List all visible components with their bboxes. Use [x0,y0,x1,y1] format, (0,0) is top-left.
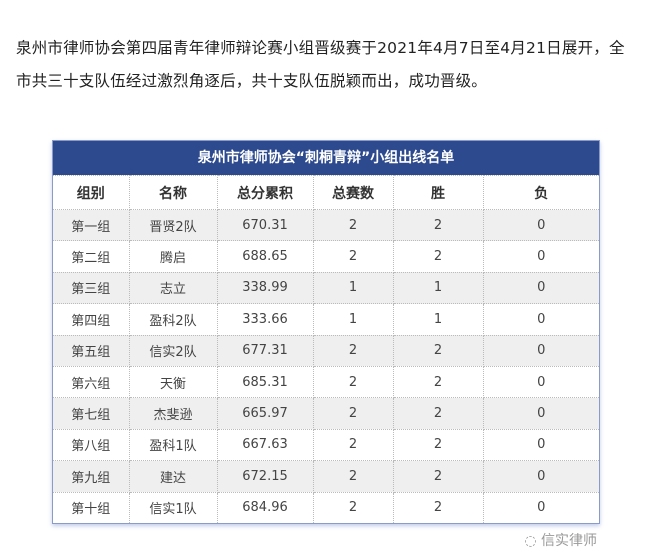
table-cell: 338.99 [216,271,314,305]
table-cell: 杰斐逊 [128,397,218,430]
column-header: 总分累积 [216,175,314,210]
table-cell: 1 [392,303,484,336]
table-cell: 2 [312,365,394,399]
table-cell: 677.31 [216,334,314,367]
table-cell: 1 [312,303,394,336]
table-cell: 685.31 [216,365,314,399]
table-cell: 2 [392,428,484,462]
table-cell: 0 [482,303,599,336]
table-cell: 2 [312,334,394,367]
table-cell: 第十组 [53,491,130,523]
table-cell: 0 [482,397,599,430]
table-cell: 2 [312,208,394,242]
table-header-row: 组别 名称 总分累积 总赛数胜负 [53,175,599,210]
table-cell: 2 [312,491,394,523]
column-header: 总赛数 [312,175,394,210]
watermark: ◌ 信实律师 [524,532,597,550]
table-cell: 333.66 [216,303,314,336]
table-cell: 2 [392,365,484,399]
table-cell: 0 [482,365,599,399]
table-cell: 盈科2队 [128,303,218,336]
table-cell: 1 [392,271,484,305]
table-cell: 第七组 [53,397,130,430]
table-cell: 0 [482,428,599,462]
table-cell: 0 [482,491,599,523]
table-cell: 2 [392,397,484,430]
table-row: 第二组 腾启 688.65 2 2 0 [53,240,599,273]
table-cell: 第一组 [53,208,130,242]
table-row: 第七组 杰斐逊 665.97 2 2 0 [53,397,599,430]
table-cell: 第五组 [53,334,130,367]
table-cell: 建达 [128,460,218,493]
table-cell: 腾启 [128,240,218,273]
table-cell: 1 [312,271,394,305]
table-cell: 670.31 [216,208,314,242]
table-cell: 第八组 [53,428,130,462]
table-row: 第六组 天衡 685.31 2 2 0 [53,365,599,399]
table-cell: 2 [312,240,394,273]
table-cell: 盈科1队 [128,428,218,462]
column-header: 负 [482,175,599,210]
table-cell: 684.96 [216,491,314,523]
table-row: 第九组 建达 672.15 2 2 0 [53,460,599,493]
column-header: 组别 [53,175,130,210]
table-cell: 0 [482,334,599,367]
table-row: 第四组 盈科2队 333.66 1 1 0 [53,303,599,336]
table-cell: 第三组 [53,271,130,305]
table-cell: 信实2队 [128,334,218,367]
table-cell: 天衡 [128,365,218,399]
table-cell: 688.65 [216,240,314,273]
table-cell: 0 [482,240,599,273]
table-row: 第八组 盈科1队 667.63 2 2 0 [53,428,599,462]
table-cell: 志立 [128,271,218,305]
table-cell: 667.63 [216,428,314,462]
wechat-icon: ◌ [524,533,541,549]
table-cell: 2 [312,460,394,493]
table-row: 第一组 晋贤2队 670.31 2 2 0 [53,208,599,242]
table-row: 第三组 志立 338.99 1 1 0 [53,271,599,305]
table-cell: 第六组 [53,365,130,399]
table-row: 第十组 信实1队 684.96 2 2 0 [53,491,599,523]
qualifier-table: 泉州市律师协会“刺桐青辩”小组出线名单 组别 名称 总分累积 总赛数胜负 第一组 晋贤2… [52,140,600,524]
table-cell: 2 [392,240,484,273]
table-cell: 2 [392,334,484,367]
column-header: 胜 [392,175,484,210]
table-cell: 2 [312,397,394,430]
table-cell: 第九组 [53,460,130,493]
table-cell: 0 [482,271,599,305]
table-cell: 2 [392,491,484,523]
table-cell: 第二组 [53,240,130,273]
table-cell: 665.97 [216,397,314,430]
watermark-text: 信实律师 [541,533,597,549]
column-header: 名称 [128,175,218,210]
table-cell: 0 [482,460,599,493]
table-cell: 0 [482,208,599,242]
table-cell: 第四组 [53,303,130,336]
table-cell: 2 [392,460,484,493]
table-cell: 晋贤2队 [128,208,218,242]
intro-paragraph: 泉州市律师协会第四届青年律师辩论赛小组晋级赛于2021年4月7日至4月21日展开… [16,39,625,90]
table-cell: 2 [312,428,394,462]
table-title: 泉州市律师协会“刺桐青辩”小组出线名单 [53,141,599,175]
table-cell: 信实1队 [128,491,218,523]
table-cell: 672.15 [216,460,314,493]
table-row: 第五组 信实2队 677.31 2 2 0 [53,334,599,367]
table-cell: 2 [392,208,484,242]
